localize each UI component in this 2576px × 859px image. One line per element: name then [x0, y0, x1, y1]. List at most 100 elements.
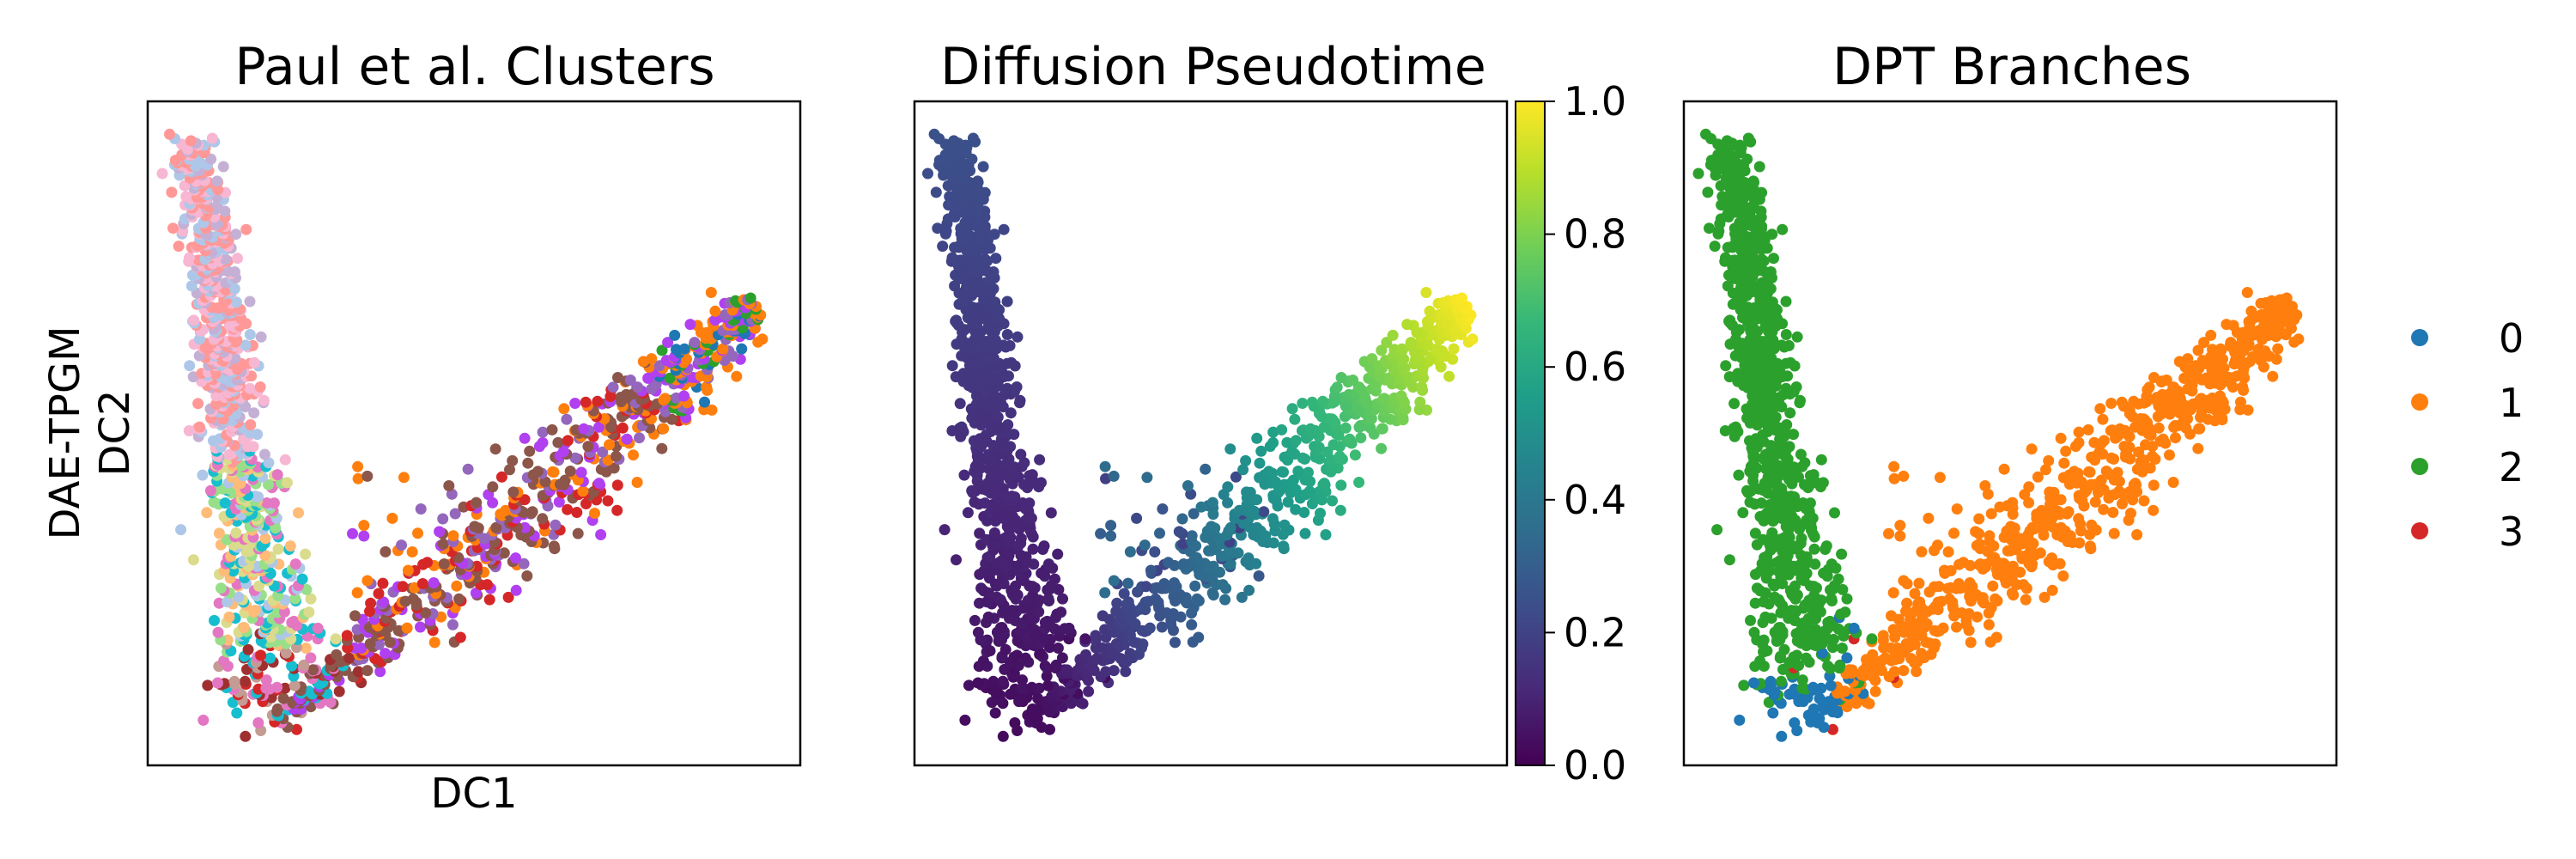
data-point: [1923, 512, 1935, 524]
data-point: [1049, 573, 1060, 585]
data-point: [286, 660, 298, 672]
data-point: [2140, 439, 2151, 451]
data-point: [962, 507, 974, 519]
data-point: [1420, 287, 1432, 298]
data-point: [1754, 655, 1766, 667]
data-point: [1057, 593, 1068, 605]
data-point: [1206, 521, 1218, 533]
data-point: [164, 128, 175, 140]
data-point: [1937, 622, 1949, 634]
data-point: [2073, 513, 2085, 525]
data-point: [1241, 486, 1253, 498]
data-point: [1267, 426, 1279, 438]
data-point: [1318, 478, 1330, 490]
data-point: [1042, 615, 1054, 627]
data-point: [1796, 674, 1808, 686]
data-point: [240, 339, 252, 351]
data-point: [291, 723, 302, 735]
data-point: [2044, 486, 2056, 498]
data-point: [2118, 441, 2130, 453]
data-point: [2034, 547, 2046, 559]
data-point: [617, 422, 629, 434]
data-point: [706, 404, 718, 416]
data-point: [1769, 591, 1781, 603]
data-point: [526, 506, 538, 518]
data-point: [2194, 423, 2206, 435]
data-point: [482, 579, 493, 591]
data-point: [1709, 241, 1721, 253]
data-point: [2089, 496, 2101, 508]
data-point: [1820, 540, 1832, 552]
data-point: [1765, 283, 1777, 295]
data-point: [2168, 381, 2180, 393]
data-point: [1974, 558, 1986, 570]
data-point: [1011, 381, 1023, 393]
data-point: [537, 513, 549, 525]
data-point: [1795, 448, 1807, 460]
data-point: [1844, 664, 1856, 676]
data-point: [1942, 546, 1954, 557]
data-point: [1176, 513, 1188, 525]
data-point: [1327, 495, 1338, 507]
data-point: [498, 547, 510, 559]
data-point: [1776, 339, 1788, 351]
data-point: [1724, 314, 1736, 326]
data-point: [1834, 659, 1846, 671]
data-point: [1913, 577, 1925, 589]
data-point: [988, 228, 1000, 241]
data-point: [1189, 580, 1201, 592]
data-point: [1191, 593, 1203, 605]
data-point: [1200, 463, 1212, 475]
data-point: [1729, 421, 1741, 433]
data-point: [2108, 527, 2120, 539]
panel-branches-title: DPT Branches: [1832, 37, 2191, 97]
data-point: [305, 652, 317, 664]
data-point: [1748, 677, 1759, 689]
data-point: [245, 419, 257, 430]
colorbar-tick-label: 0.8: [1564, 211, 1626, 258]
data-point: [621, 433, 633, 445]
data-point: [1933, 581, 1945, 593]
data-point: [730, 295, 742, 307]
data-point: [2055, 494, 2067, 506]
data-point: [1182, 480, 1194, 491]
data-point: [1122, 577, 1134, 589]
data-point: [1298, 507, 1310, 518]
data-point: [951, 554, 962, 566]
data-point: [1887, 587, 1899, 599]
data-point: [659, 393, 671, 405]
data-point: [2170, 432, 2181, 444]
data-point: [1290, 435, 1302, 447]
data-point: [333, 685, 345, 698]
data-point: [1702, 186, 1714, 198]
data-point: [1263, 466, 1275, 478]
data-point: [1110, 638, 1122, 649]
data-point: [303, 606, 315, 618]
data-point: [1253, 570, 1265, 582]
data-point: [1784, 407, 1796, 419]
data-point: [1141, 472, 1153, 484]
data-point: [709, 305, 721, 317]
colorbar: [1515, 101, 1546, 766]
data-point: [958, 469, 970, 481]
data-point: [1983, 618, 1995, 631]
data-point: [1206, 497, 1218, 509]
data-point: [701, 381, 713, 393]
data-point: [1124, 648, 1136, 660]
data-point: [416, 578, 428, 589]
data-point: [1267, 436, 1279, 448]
data-point: [307, 664, 319, 676]
data-point: [1888, 472, 1900, 484]
data-point: [1815, 454, 1827, 466]
data-point: [975, 582, 987, 594]
data-point: [1894, 520, 1906, 532]
data-point: [972, 626, 984, 638]
data-point: [930, 186, 942, 198]
data-point: [589, 508, 600, 519]
data-point: [1822, 660, 1834, 672]
legend-label: 3: [2499, 509, 2524, 555]
data-point: [562, 435, 574, 447]
data-point: [2253, 343, 2265, 355]
data-point: [1753, 161, 1765, 173]
data-point: [1866, 633, 1878, 645]
